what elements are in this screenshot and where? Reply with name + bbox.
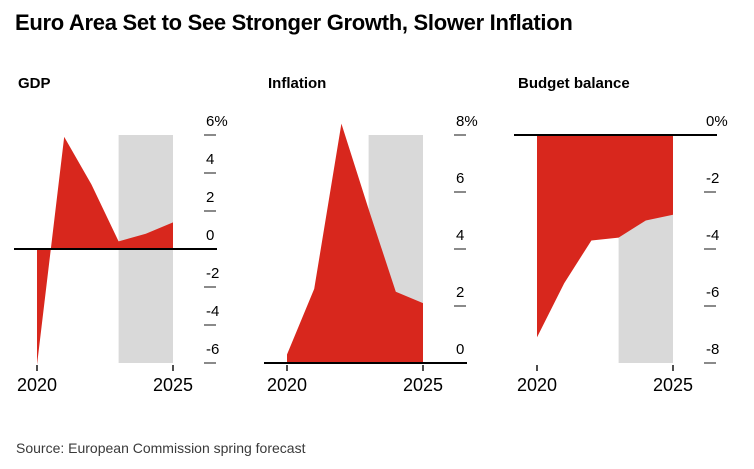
y-tick-label: -2 bbox=[206, 265, 219, 282]
y-tick-label: 0 bbox=[456, 341, 464, 358]
y-tick-label: 4 bbox=[456, 227, 464, 244]
y-tick-label: 6 bbox=[456, 170, 464, 187]
y-tick-label: -8 bbox=[706, 341, 719, 358]
y-tick-label: 0% bbox=[706, 113, 728, 130]
x-tick-label: 2025 bbox=[403, 375, 443, 395]
chart-title-gdp: GDP bbox=[18, 75, 51, 92]
area-series bbox=[37, 136, 173, 365]
y-tick-label: 2 bbox=[456, 284, 464, 301]
y-tick-label: -6 bbox=[706, 284, 719, 301]
gdp-chart: 6% 4 2 0 -2 -4 -6 2020 2025 bbox=[14, 113, 228, 395]
y-tick-label: -4 bbox=[706, 227, 719, 244]
x-tick-label: 2020 bbox=[267, 375, 307, 395]
chart-title-budget-balance: Budget balance bbox=[518, 75, 630, 92]
x-tick-label: 2025 bbox=[653, 375, 693, 395]
x-tick-label: 2020 bbox=[517, 375, 557, 395]
y-tick-label: 4 bbox=[206, 151, 214, 168]
y-tick-label: 8% bbox=[456, 113, 478, 130]
y-tick-label: 6% bbox=[206, 113, 228, 130]
area-series bbox=[287, 123, 423, 363]
area-series bbox=[537, 135, 673, 338]
budget-balance-chart: 0% -2 -4 -6 -8 2020 2025 bbox=[514, 113, 728, 395]
source-note: Source: European Commission spring forec… bbox=[16, 440, 306, 456]
y-tick-label: 0 bbox=[206, 227, 214, 244]
chart-title-inflation: Inflation bbox=[268, 75, 327, 92]
y-tick-label: 2 bbox=[206, 189, 214, 206]
x-tick-label: 2025 bbox=[153, 375, 193, 395]
page-title: Euro Area Set to See Stronger Growth, Sl… bbox=[15, 10, 573, 35]
y-tick-label: -4 bbox=[206, 303, 219, 320]
x-tick-label: 2020 bbox=[17, 375, 57, 395]
y-tick-label: -2 bbox=[706, 170, 719, 187]
y-tick-label: -6 bbox=[206, 341, 219, 358]
